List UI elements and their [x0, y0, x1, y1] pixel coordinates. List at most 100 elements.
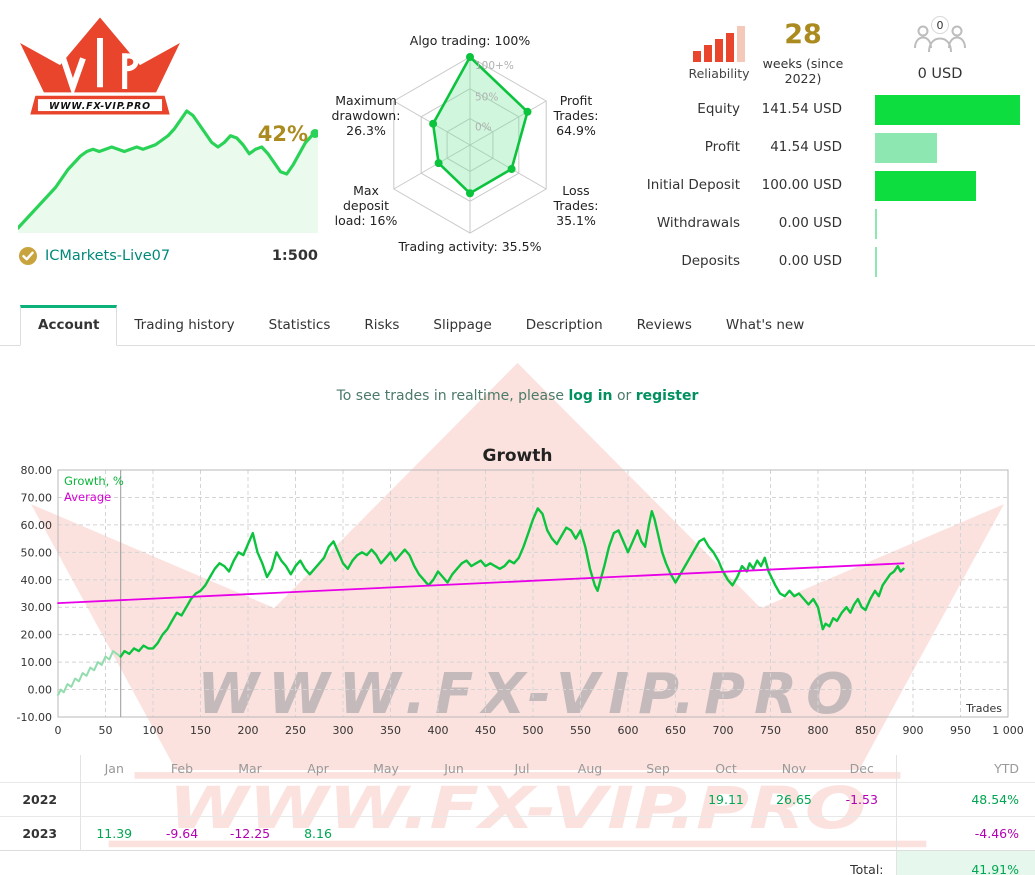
- account-row: ICMarkets-Live07 1:500: [18, 246, 318, 268]
- logo-band-text: WWW.FX-VIP.PRO: [49, 101, 151, 112]
- tab-statistics[interactable]: Statistics: [268, 317, 331, 333]
- fx-vip-logo: WWW.FX-VIP.PRO: [20, 17, 180, 115]
- svg-text:-10.00: -10.00: [17, 711, 52, 724]
- radar-label-maximum-drawdown: Maximum drawdown: 26.3%: [331, 93, 401, 138]
- verified-badge-icon: [19, 247, 37, 265]
- svg-text:50%: 50%: [475, 92, 498, 104]
- growth-chart-title: Growth: [482, 446, 553, 466]
- svg-text:900: 900: [903, 724, 924, 737]
- ytd-value-cell: 48.54%: [895, 782, 1035, 817]
- signal-radar-chart: 100+% 50% 0% Algo trading: 100% Profit Tra…: [330, 25, 610, 275]
- leverage-value: 1:500: [271, 248, 318, 264]
- stat-row-deposits: Deposits 0.00 USD: [660, 244, 1035, 282]
- total-label: Total:: [850, 862, 884, 875]
- subscribers-count: 0: [937, 19, 944, 32]
- table-row-2022: 2022 19.11 26.65 -1.53 48.54%: [0, 782, 1035, 817]
- account-stats: Equity 141.54 USD Profit 41.54 USD Initial D…: [647, 92, 1035, 282]
- ytd-header: YTD: [895, 755, 1035, 783]
- svg-text:60.00: 60.00: [21, 519, 53, 532]
- table-row-2023: 2023 11.39 -9.64 -12.25 8.16 -4.46%: [0, 816, 1035, 851]
- reliability-indicator: Reliability: [686, 26, 752, 81]
- radar-label-loss-trades: Loss Trades: 35.1%: [553, 183, 599, 228]
- growth-sparkline-chart: [18, 109, 318, 233]
- month-value-cell: 19.11: [708, 792, 744, 807]
- stat-label: Withdrawals: [656, 215, 740, 231]
- svg-text:300: 300: [333, 724, 354, 737]
- month-value-cell: [420, 817, 488, 851]
- svg-text:50.00: 50.00: [21, 546, 53, 559]
- svg-text:250: 250: [285, 724, 306, 737]
- month-value-cell: -1.53: [845, 792, 878, 807]
- growth-percent-label: 42%: [257, 122, 308, 146]
- month-value-cell: -9.64: [165, 826, 199, 841]
- svg-text:350: 350: [380, 724, 401, 737]
- tab-what-s-new[interactable]: What's new: [725, 317, 805, 333]
- svg-text:450: 450: [475, 724, 496, 737]
- radar-label-profit-trades: Profit Trades: 64.9%: [553, 93, 599, 138]
- svg-text:20.00: 20.00: [21, 629, 53, 642]
- svg-text:650: 650: [665, 724, 686, 737]
- tab-reviews[interactable]: Reviews: [636, 317, 692, 333]
- tab-bar: Account Trading history Statistics Risks Sli…: [0, 305, 1035, 346]
- svg-text:Average: Average: [64, 490, 111, 504]
- svg-text:40.00: 40.00: [21, 574, 53, 587]
- svg-text:500: 500: [523, 724, 544, 737]
- tab-risks[interactable]: Risks: [364, 317, 400, 333]
- stat-label: Deposits: [681, 253, 740, 269]
- month-value-cell: 8.16: [304, 826, 332, 841]
- tab-description[interactable]: Description: [525, 317, 603, 333]
- stat-value: 100.00 USD: [761, 177, 842, 193]
- subscribers-funds: 0 USD: [917, 66, 963, 82]
- svg-text:80.00: 80.00: [21, 464, 53, 477]
- svg-text:600: 600: [618, 724, 639, 737]
- month-value-cell: [692, 817, 760, 851]
- stat-label: Initial Deposit: [646, 177, 740, 193]
- svg-text:850: 850: [855, 724, 876, 737]
- month-header-nov: Nov: [781, 761, 807, 776]
- tab-slippage[interactable]: Slippage: [433, 317, 492, 333]
- year-cell: 2023: [22, 826, 58, 841]
- radar-label-trading-activity: Trading activity: 35.5%: [398, 239, 542, 254]
- year-cell: 2022: [22, 792, 58, 807]
- month-header-mar: Mar: [238, 761, 262, 776]
- stat-value: 0.00 USD: [778, 253, 842, 269]
- stat-bar: [875, 247, 877, 277]
- svg-text:400: 400: [428, 724, 449, 737]
- svg-text:550: 550: [570, 724, 591, 737]
- radar-label-max-deposit-load: Max deposit load: 16%: [334, 183, 398, 228]
- svg-text:30.00: 30.00: [21, 601, 53, 614]
- svg-text:Growth, %: Growth, %: [64, 474, 124, 488]
- stat-value: 141.54 USD: [761, 101, 842, 117]
- svg-text:10.00: 10.00: [21, 656, 53, 669]
- svg-text:150: 150: [190, 724, 211, 737]
- month-header-apr: Apr: [307, 761, 329, 776]
- stat-row-profit: Profit 41.54 USD: [660, 130, 1035, 168]
- year-column-header: [0, 755, 80, 783]
- register-link[interactable]: register: [635, 388, 699, 404]
- tab-account[interactable]: Account: [20, 305, 118, 346]
- stat-bar: [875, 171, 976, 201]
- month-value-cell: [624, 783, 692, 817]
- stat-bar: [875, 95, 1020, 125]
- month-header-jan: Jan: [79, 755, 148, 783]
- log-in-link[interactable]: log in: [568, 388, 613, 404]
- signal-age: 28 weeks (since 2022): [748, 20, 858, 87]
- svg-text:0: 0: [55, 724, 62, 737]
- ytd-value-cell: -4.46%: [895, 816, 1035, 851]
- month-value-cell: [760, 817, 828, 851]
- tab-trading-history[interactable]: Trading history: [134, 317, 235, 333]
- stat-bar: [875, 209, 877, 239]
- stat-value: 41.54 USD: [770, 139, 842, 155]
- svg-text:100: 100: [143, 724, 164, 737]
- month-value-cell: [488, 783, 556, 817]
- month-value-cell: [216, 783, 284, 817]
- subscribers-block: 0 0 USD: [895, 14, 985, 82]
- stat-row-equity: Equity 141.54 USD: [660, 92, 1035, 130]
- svg-text:1 000: 1 000: [992, 724, 1024, 737]
- svg-text:200: 200: [238, 724, 259, 737]
- stat-row-withdrawals: Withdrawals 0.00 USD: [656, 206, 1035, 244]
- stat-value: 0.00 USD: [778, 215, 842, 231]
- subscribers-icon: 0: [914, 16, 966, 53]
- month-value-cell: -12.25: [229, 826, 271, 841]
- account-name-link[interactable]: ICMarkets-Live07: [45, 248, 171, 264]
